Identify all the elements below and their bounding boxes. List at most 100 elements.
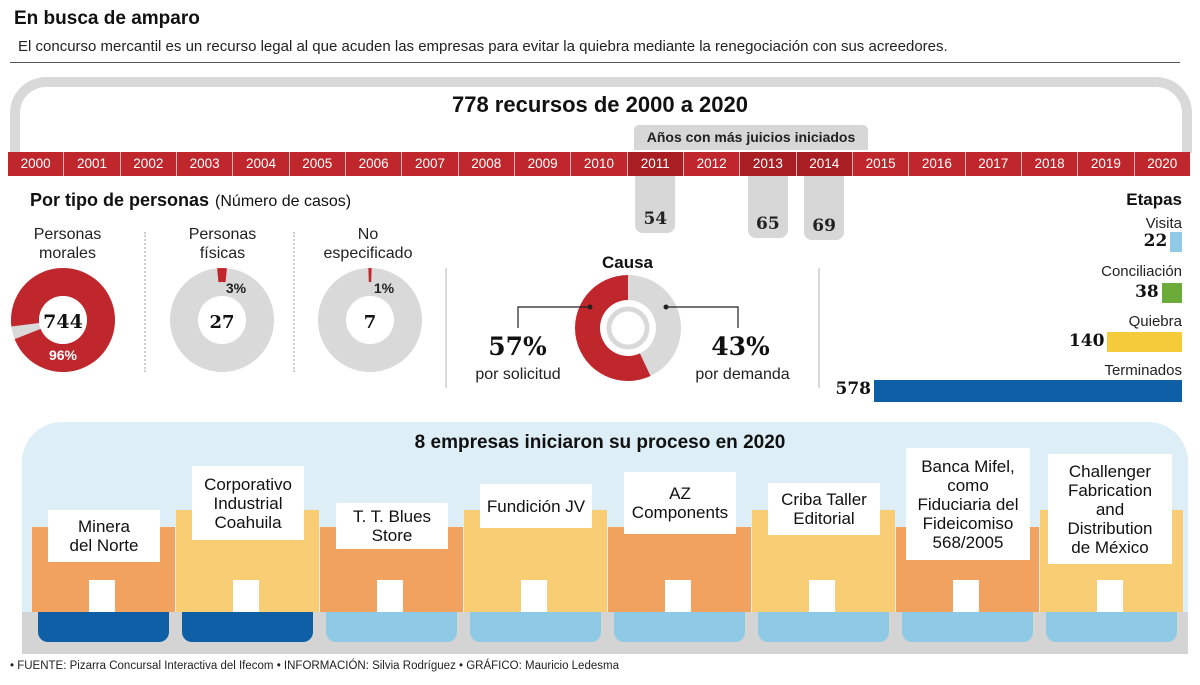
year-cell: 2020	[1147, 156, 1178, 171]
year-cell: 2012	[684, 152, 741, 176]
building-base	[38, 612, 169, 642]
year-cell: 2002	[121, 152, 177, 176]
company-name-line: Criba Taller	[781, 490, 867, 509]
timeline-frame	[10, 77, 1192, 139]
cause-leader-dot	[587, 304, 593, 310]
donut-hole	[39, 296, 87, 344]
highlight-value: 69	[804, 176, 845, 240]
company-name-line: Challenger	[1068, 461, 1152, 481]
highlight-value: 54	[635, 176, 676, 233]
year-cell: 2017	[966, 152, 1022, 176]
building-door	[233, 580, 259, 612]
donut-bg	[318, 268, 423, 372]
stage-label: Terminados	[1104, 362, 1182, 379]
company-sign: Challenger Fabrication and Distribution de M…	[1048, 454, 1172, 564]
company-name-line: Fabrication	[1067, 480, 1153, 500]
company-name-line: Store	[371, 526, 413, 545]
donut-value: 7	[364, 312, 377, 333]
donut-percent: 96%	[49, 347, 78, 363]
donut-label-line: físicas	[199, 245, 246, 262]
divider-dotted	[144, 232, 146, 372]
company-name-line: de México	[1071, 537, 1149, 557]
building-door	[809, 580, 835, 612]
building-base	[182, 612, 313, 642]
donut-bg	[170, 268, 275, 372]
company-name-line: Coahuila	[214, 512, 282, 532]
year-cell: 2008	[459, 152, 515, 176]
year-cell: 2007	[402, 152, 459, 176]
divider-line	[445, 268, 447, 388]
year-cell: 2018	[1022, 152, 1079, 176]
highlight-years-label: Años con más juicios iniciados	[634, 125, 868, 150]
timeline-title: 778 recursos de 2000 a 2020	[451, 92, 748, 117]
cause-leader-right	[666, 306, 739, 328]
year-cell: 2005	[290, 152, 346, 176]
page-subtitle: El concurso mercantil es un recurso lega…	[18, 38, 948, 55]
donut-label-no-especificado: No especificado	[308, 225, 428, 263]
year-cell: 2013	[740, 152, 797, 176]
building-base	[902, 612, 1033, 642]
donut-label-line: Personas	[188, 226, 257, 243]
building-door	[377, 580, 403, 612]
building-base	[470, 612, 601, 642]
company-name-line: Corporativo	[204, 474, 292, 494]
company-sign: Corporativo Industrial Coahuila	[192, 466, 304, 540]
year-bar: 2000 2001 2002 2003 2004 2005 2006 2007 2008 2009…	[8, 152, 1190, 176]
header-divider	[10, 62, 1180, 63]
stage-value: 140	[1068, 331, 1105, 351]
stage-label: Visita	[1145, 215, 1182, 232]
cause-leader-dot	[663, 304, 669, 310]
cause-segment-solicitud	[575, 275, 651, 381]
donut-value: 27	[209, 312, 234, 333]
stage-bar	[874, 380, 1182, 402]
company-name-line: Editorial	[793, 509, 855, 528]
page-title: En busca de amparo	[14, 8, 200, 29]
year-cell: 2006	[346, 152, 403, 176]
building-base	[614, 612, 745, 642]
building-base	[758, 612, 889, 642]
donut-hole	[346, 296, 394, 344]
persons-heading-title: Por tipo de personas	[30, 190, 210, 210]
building-door	[1097, 580, 1123, 612]
cause-inner-ring	[606, 306, 650, 350]
company-name-line: Components	[631, 503, 729, 522]
persons-heading: Por tipo de personas (Número de casos)	[30, 190, 351, 211]
source-footer: • FUENTE: Pizarra Concursal Interactiva …	[10, 660, 619, 672]
year-cell: 2014	[796, 152, 853, 176]
donut-label-fisicas: Personas físicas	[165, 225, 280, 263]
company-name-line: and	[1095, 499, 1125, 519]
cause-right-pct: 43%	[711, 332, 770, 361]
cause-segment-demanda	[628, 275, 681, 376]
highlight-value: 65	[747, 176, 788, 239]
stage-value: 38	[1135, 282, 1159, 302]
building-door	[953, 580, 979, 612]
company-name-line: Banca Mifel,	[921, 456, 1015, 476]
company-name-line: AZ	[669, 484, 691, 503]
company-sign: AZ Components	[624, 472, 736, 534]
company-name-line: como	[947, 475, 989, 495]
year-cell: 2000	[8, 152, 65, 176]
company-sign: Banca Mifel, como Fiduciaria del Fideicomis…	[906, 448, 1030, 560]
company-sign: Fundición JV	[480, 484, 592, 528]
divider-dotted	[293, 232, 295, 372]
donut-hole	[198, 296, 246, 344]
persons-heading-sub: (Número de casos)	[215, 193, 352, 210]
company-name-line: Minera	[78, 517, 130, 536]
donut-label-morales: Personas morales	[10, 225, 125, 263]
building-door	[89, 580, 115, 612]
company-name-line: 568/2005	[932, 532, 1004, 552]
stage-value: 22	[1143, 231, 1168, 251]
year-cell: 2011	[627, 152, 684, 176]
company-name-line: Fiduciaria del	[917, 494, 1019, 514]
donut-percent: 3%	[226, 280, 247, 296]
stage-value: 578	[835, 379, 872, 399]
donut-percent: 1%	[374, 280, 395, 296]
company-name-line: del Norte	[69, 536, 139, 555]
cause-right-label: por demanda	[695, 366, 790, 383]
company-sign: T. T. Blues Store	[336, 503, 448, 549]
stage-bar	[1170, 232, 1182, 252]
company-sign: Minera del Norte	[48, 510, 160, 562]
donut-label-line: Personas	[33, 226, 102, 243]
company-sign: Criba Taller Editorial	[768, 483, 880, 535]
stage-label: Quiebra	[1128, 313, 1182, 330]
